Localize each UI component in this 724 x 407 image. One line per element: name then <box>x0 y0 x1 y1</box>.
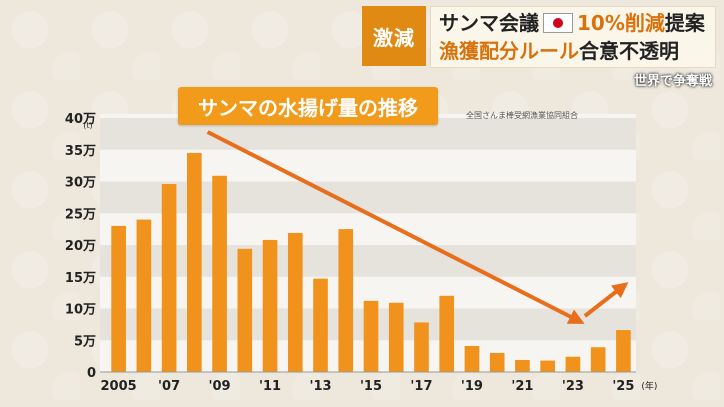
bar <box>111 225 126 372</box>
x-tick-label: '09 <box>209 379 231 394</box>
y-tick-label: 15万 <box>65 271 96 286</box>
bar <box>414 322 429 372</box>
banner-line1-post: 提案 <box>664 11 705 35</box>
bar <box>237 248 253 372</box>
bar <box>616 330 631 372</box>
grid-band <box>100 245 636 277</box>
grid-band <box>100 181 636 214</box>
y-tick-label: 5万 <box>74 334 96 349</box>
banner-body: サンマ会議 10%削減提案 漁獲配分ルール合意不透明 <box>430 6 716 68</box>
x-tick-label: '17 <box>410 379 432 394</box>
bar <box>540 360 555 372</box>
source-credit: 全国さんま棒受網漁業協同組合 <box>466 111 578 120</box>
bar <box>212 175 227 372</box>
japan-flag-icon <box>543 13 573 33</box>
y-unit-label: (t) <box>83 121 92 130</box>
bar <box>136 219 152 372</box>
bar <box>464 345 480 372</box>
y-tick-label: 40万 <box>65 112 96 127</box>
bar <box>313 278 328 372</box>
bar <box>363 300 379 372</box>
bar <box>161 184 177 372</box>
bar <box>590 347 606 372</box>
x-tick-label: '21 <box>511 379 533 394</box>
x-tick-label: '25 <box>612 379 634 394</box>
bar <box>287 232 303 372</box>
banner-line1-highlight: 10%削減 <box>577 11 665 35</box>
x-tick-label: '07 <box>158 379 180 394</box>
x-unit-label: (年) <box>641 380 657 392</box>
chart-title: サンマの水揚げ量の推移 <box>178 87 438 125</box>
banner-line2-dark: 合意不透明 <box>579 39 679 63</box>
bar <box>565 356 581 372</box>
news-banner: 激減 サンマ会議 10%削減提案 漁獲配分ルール合意不透明 <box>362 6 716 68</box>
bar <box>489 352 505 372</box>
banner-headline-line2: 漁獲配分ルール合意不透明 <box>439 38 679 64</box>
banner-tag: 激減 <box>362 6 426 66</box>
bar <box>187 152 202 372</box>
bar <box>439 295 455 372</box>
banner-headline-line1: サンマ会議 10%削減提案 <box>439 10 705 36</box>
bar <box>262 239 278 372</box>
y-tick-label: 30万 <box>65 176 96 191</box>
x-tick-label: '13 <box>309 379 331 394</box>
bar <box>515 359 530 372</box>
y-tick-label: 35万 <box>65 144 96 159</box>
y-tick-label: 20万 <box>65 239 96 254</box>
segment-subtag: 世界で争奪戦 <box>633 74 712 89</box>
bar <box>338 229 354 372</box>
bar <box>388 302 404 372</box>
x-tick-label: '23 <box>562 379 584 394</box>
x-tick-label: 2005 <box>101 379 137 394</box>
y-tick-label: 10万 <box>65 303 96 318</box>
recovery-trend-arrow <box>583 282 629 318</box>
y-tick-label: 0 <box>87 366 96 381</box>
x-tick-label: '19 <box>461 379 483 394</box>
y-tick-label: 25万 <box>65 207 96 222</box>
x-tick-label: '11 <box>259 379 281 394</box>
decline-trend-arrow <box>206 130 585 324</box>
x-tick-label: '15 <box>360 379 382 394</box>
banner-line1-pre: サンマ会議 <box>439 11 539 35</box>
banner-line2-orange: 漁獲配分ルール <box>439 39 579 63</box>
